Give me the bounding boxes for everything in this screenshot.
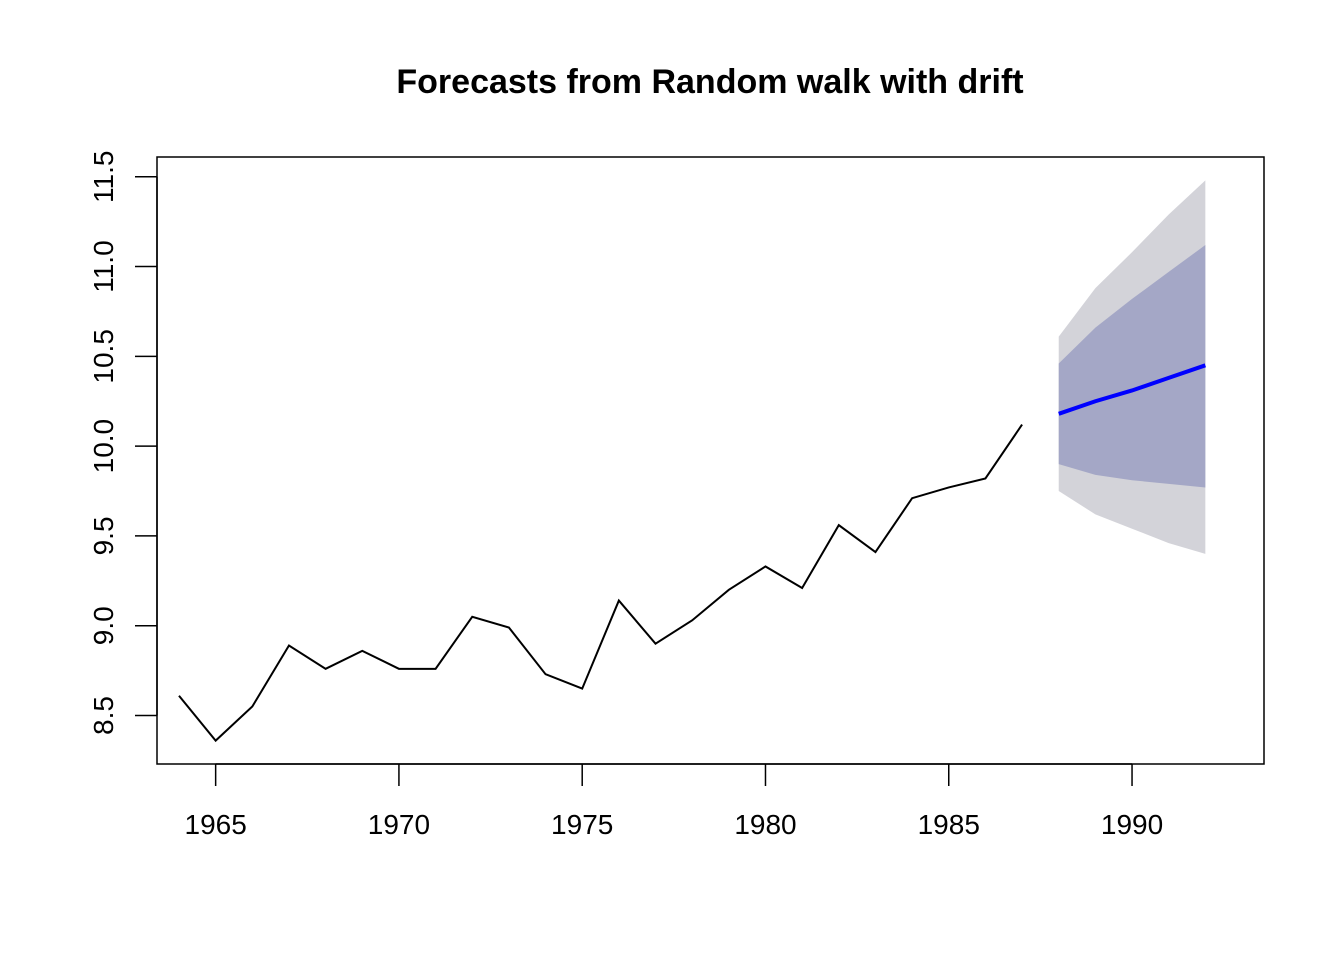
band-80-area <box>1058 244 1206 488</box>
y-axis: 8.5 9.0 9.5 10.0 10.5 11.0 11.5 <box>88 151 158 735</box>
forecast-mean-line <box>1058 363 1206 416</box>
prediction-interval-80-band <box>1058 244 1206 488</box>
y-tick-label: 9.0 <box>88 606 119 645</box>
x-tick-label: 1980 <box>734 809 796 840</box>
historical-series-line <box>178 424 1023 743</box>
x-tick-label: 1970 <box>368 809 430 840</box>
y-tick-label: 10.0 <box>88 419 119 474</box>
x-tick-label: 1985 <box>918 809 980 840</box>
x-tick-label: 1975 <box>551 809 613 840</box>
x-axis: 1965 1970 1975 1980 1985 1990 <box>185 763 1163 840</box>
y-tick-label: 8.5 <box>88 696 119 735</box>
y-tick-label: 11.0 <box>88 240 119 292</box>
y-tick-label: 10.5 <box>88 329 119 384</box>
series-layer <box>178 363 1206 743</box>
y-tick-label: 9.5 <box>88 516 119 555</box>
y-tick-label: 11.5 <box>88 151 119 203</box>
x-tick-label: 1965 <box>185 809 247 840</box>
x-tick-label: 1990 <box>1101 809 1163 840</box>
chart-title: Forecasts from Random walk with drift <box>396 63 1023 101</box>
